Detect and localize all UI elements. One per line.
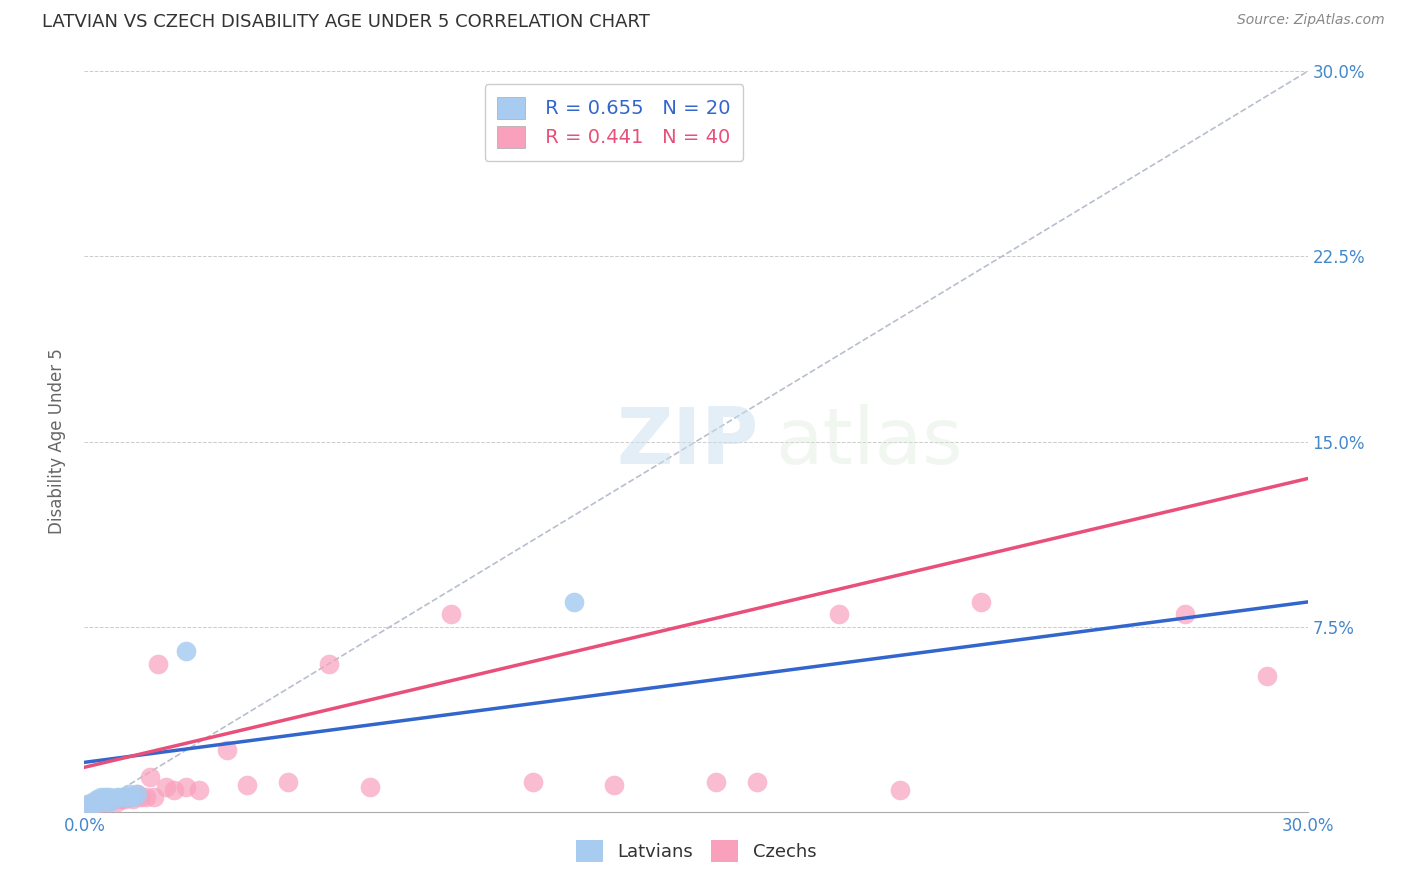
Point [122,792,145,806]
Point [101,792,124,806]
Point [86,792,108,806]
Point [122,789,145,804]
Point [101,792,124,806]
Point [110,792,132,806]
Point [440,607,463,622]
Point [747,775,769,789]
Point [127,788,149,802]
Point [142,789,165,804]
Legend: Latvians, Czechs: Latvians, Czechs [568,833,824,870]
Point [359,780,381,794]
Point [127,788,149,802]
Point [118,788,141,802]
Point [86,795,108,809]
Point [82,797,104,812]
Point [135,789,157,804]
Point [176,644,198,658]
Point [1256,669,1278,683]
Point [77,797,100,812]
Point [77,797,100,812]
Point [176,780,198,794]
Point [97,789,120,804]
Point [1174,607,1197,622]
Point [110,789,132,804]
Point [118,789,141,804]
Point [101,792,124,806]
Point [562,595,585,609]
Point [105,789,128,804]
Point [97,795,120,809]
Text: LATVIAN VS CZECH DISABILITY AGE UNDER 5 CORRELATION CHART: LATVIAN VS CZECH DISABILITY AGE UNDER 5 … [42,13,650,31]
Point [82,795,104,809]
Point [603,778,626,792]
Point [970,595,993,609]
Text: Source: ZipAtlas.com: Source: ZipAtlas.com [1237,13,1385,28]
Point [90,795,112,809]
Point [706,775,728,789]
Point [522,775,544,789]
Point [236,778,259,792]
Point [155,780,177,794]
Point [93,789,117,804]
Point [138,770,160,784]
Text: ZIP: ZIP [616,403,759,480]
Point [93,792,117,806]
Y-axis label: Disability Age Under 5: Disability Age Under 5 [48,349,66,534]
Point [277,775,299,789]
Point [217,743,239,757]
Text: atlas: atlas [776,403,963,480]
Point [146,657,169,671]
Point [105,795,128,809]
Point [889,782,911,797]
Point [93,795,117,809]
Point [114,792,136,806]
Point [86,795,108,809]
Point [828,607,851,622]
Point [90,795,112,809]
Point [114,789,136,804]
Point [86,797,108,812]
Point [97,795,120,809]
Point [318,657,340,671]
Point [163,782,186,797]
Point [131,789,153,804]
Point [90,789,112,804]
Point [187,782,209,797]
Point [82,795,104,809]
Point [82,797,104,812]
